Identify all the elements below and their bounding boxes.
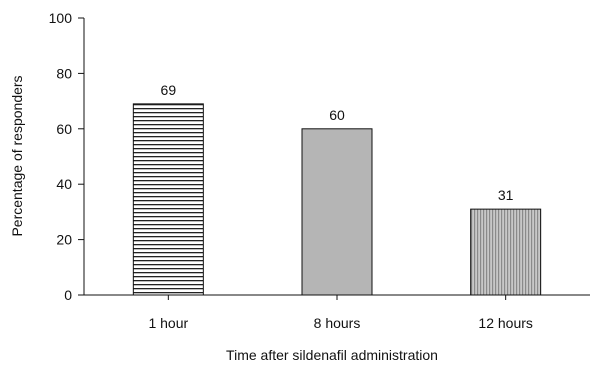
x-axis-title: Time after sildenafil administration (226, 347, 438, 363)
y-tick-label: 60 (56, 121, 72, 137)
x-tick-label: 12 hours (478, 315, 532, 331)
y-tick-label: 80 (56, 65, 72, 81)
x-ticks: 1 hour 8 hours 12 hours (148, 295, 533, 331)
value-labels: 69 60 31 (161, 82, 514, 203)
y-tick-label: 0 (64, 287, 72, 303)
data-label: 60 (329, 107, 345, 123)
y-axis-title: Percentage of responders (9, 75, 25, 236)
bars (132, 103, 542, 296)
x-tick-label: 8 hours (314, 315, 361, 331)
bar-3 (470, 208, 542, 296)
bar-1 (132, 103, 204, 296)
x-tick-label: 1 hour (148, 315, 188, 331)
y-ticks: 0 20 40 60 80 100 (49, 10, 84, 303)
y-tick-label: 20 (56, 232, 72, 248)
bar-2 (301, 128, 373, 296)
y-tick-label: 100 (49, 10, 73, 26)
data-label: 31 (498, 187, 514, 203)
data-label: 69 (161, 82, 177, 98)
y-tick-label: 40 (56, 176, 72, 192)
